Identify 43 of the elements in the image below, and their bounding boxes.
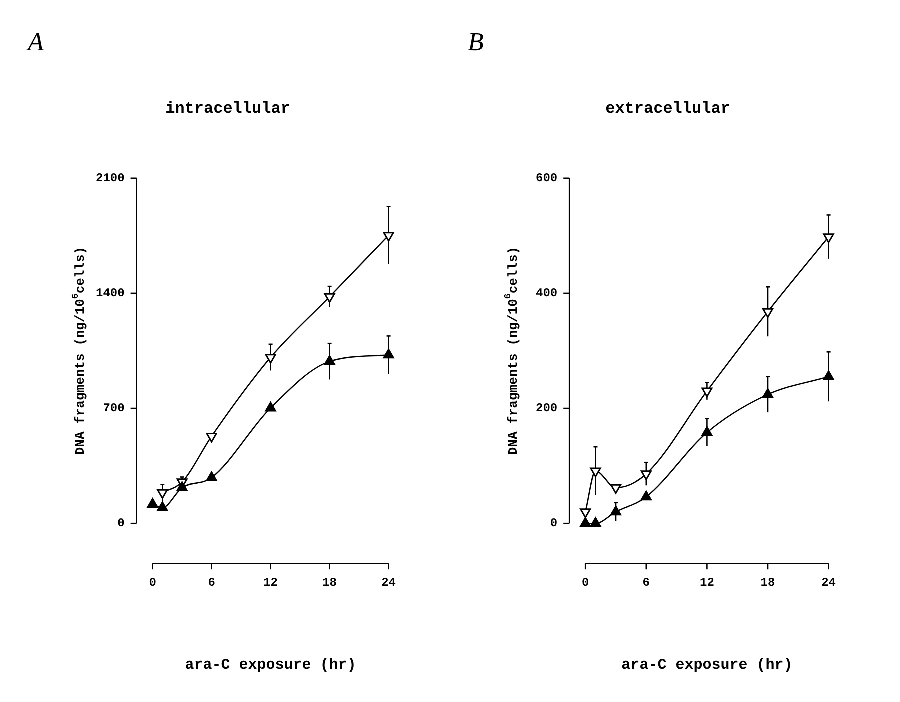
point bbox=[157, 502, 168, 512]
point bbox=[590, 517, 602, 528]
y-axis-title: DNA fragments (ng/106cells) bbox=[502, 246, 521, 456]
point bbox=[610, 506, 622, 516]
point bbox=[265, 354, 276, 364]
y-tick-label: 0 bbox=[550, 516, 558, 531]
point bbox=[702, 426, 713, 436]
point bbox=[762, 308, 774, 318]
point bbox=[640, 490, 652, 501]
chart-subtitle: extracellular bbox=[606, 100, 730, 118]
y-tick-label: 700 bbox=[103, 402, 125, 416]
y-tick-label: 600 bbox=[536, 171, 558, 186]
point bbox=[265, 402, 276, 412]
point bbox=[324, 293, 336, 304]
y-tick-label: 0 bbox=[118, 516, 125, 531]
x-axis-title: ara-C exposure (hr) bbox=[622, 656, 793, 674]
point bbox=[206, 472, 218, 482]
chart-subtitle: intracellular bbox=[166, 100, 290, 118]
point bbox=[823, 370, 834, 380]
point bbox=[147, 498, 158, 508]
x-tick-label: 6 bbox=[208, 576, 216, 590]
chart-title: B bbox=[468, 27, 484, 56]
point bbox=[762, 388, 774, 398]
x-tick-label: 6 bbox=[642, 576, 650, 590]
x-tick-label: 12 bbox=[700, 576, 714, 590]
y-tick-label: 400 bbox=[536, 286, 558, 300]
point bbox=[580, 517, 592, 528]
point bbox=[383, 232, 394, 242]
y-tick-label: 1400 bbox=[96, 286, 125, 300]
chart-title: A bbox=[26, 27, 44, 56]
x-tick-label: 18 bbox=[760, 576, 776, 590]
point bbox=[176, 482, 188, 492]
y-tick-label: 200 bbox=[536, 402, 558, 416]
point bbox=[823, 234, 834, 244]
x-tick-label: 24 bbox=[382, 576, 396, 590]
y-tick-label: 2100 bbox=[96, 171, 125, 186]
x-tick-label: 12 bbox=[264, 576, 278, 590]
x-axis-title: ara-C exposure (hr) bbox=[185, 656, 356, 674]
y-axis-title: DNA fragments (ng/106cells) bbox=[70, 246, 88, 456]
x-tick-label: 24 bbox=[822, 576, 836, 590]
x-tick-label: 18 bbox=[322, 576, 338, 590]
x-tick-label: 0 bbox=[582, 576, 590, 590]
x-tick-label: 0 bbox=[149, 576, 156, 590]
